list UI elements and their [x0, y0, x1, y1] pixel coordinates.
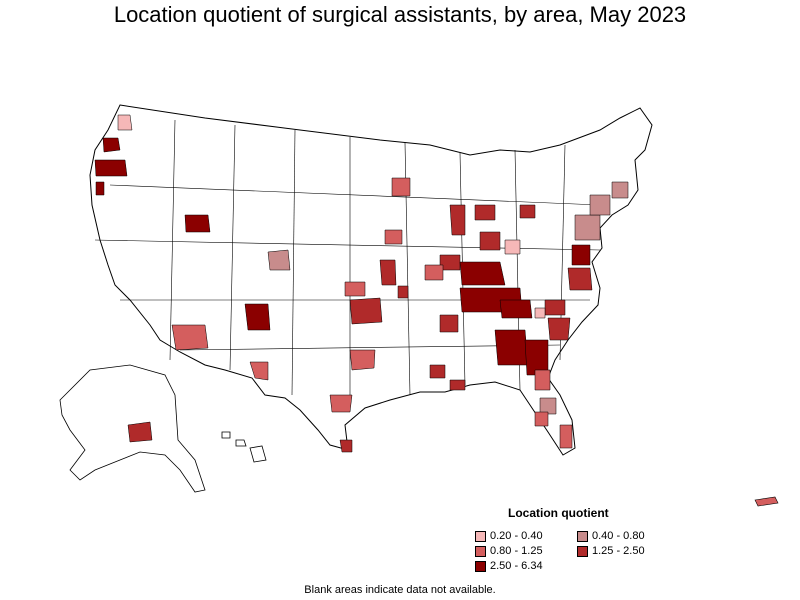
- legend-item-1: 0.40 - 0.80: [577, 530, 645, 542]
- area-kansas: [344, 281, 366, 297]
- area-salt-lake: [184, 214, 211, 233]
- area-ohio-low: [504, 239, 521, 255]
- legend-label: 0.80 - 1.25: [490, 545, 543, 557]
- area-charlotte: [544, 299, 566, 316]
- area-dallas: [349, 349, 376, 371]
- area-oregon-south: [95, 181, 105, 196]
- legend-label: 1.25 - 2.50: [592, 545, 645, 557]
- area-wisconsin: [449, 204, 466, 236]
- area-tennessee-east: [499, 299, 533, 319]
- area-phoenix: [171, 324, 209, 351]
- legend-label: 0.40 - 0.80: [592, 530, 645, 542]
- area-iowa: [384, 229, 403, 245]
- map-areas: [94, 114, 629, 453]
- legend-swatch: [475, 560, 486, 572]
- legend-title: Location quotient: [508, 506, 609, 520]
- area-portland: [94, 159, 128, 177]
- area-south-carolina: [547, 317, 571, 341]
- area-michigan: [474, 204, 496, 221]
- area-alabama: [494, 329, 529, 366]
- area-houston-south: [339, 439, 353, 453]
- legend-item-2: 0.80 - 1.25: [475, 545, 543, 557]
- area-florida-central: [539, 397, 557, 415]
- area-new-orleans: [449, 379, 466, 391]
- area-miami: [559, 424, 573, 449]
- area-nc-low: [534, 307, 546, 319]
- area-missouri: [379, 259, 397, 286]
- legend-swatch: [577, 545, 588, 557]
- area-kentucky: [459, 261, 506, 286]
- area-boston: [611, 181, 629, 199]
- legend-swatch: [475, 545, 486, 557]
- area-dc: [571, 244, 591, 266]
- area-oklahoma: [349, 297, 383, 325]
- area-pennsylvania: [574, 214, 601, 241]
- area-louisiana: [429, 364, 446, 379]
- legend-label: 0.20 - 0.40: [490, 530, 543, 542]
- area-austin: [329, 394, 353, 413]
- area-jacksonville: [534, 369, 551, 391]
- map-title: Location quotient of surgical assistants…: [113, 2, 687, 27]
- legend-item-0: 0.20 - 0.40: [475, 530, 543, 542]
- area-tampa: [534, 411, 549, 427]
- area-detroit: [519, 204, 536, 219]
- contiguous-us-outline: [89, 104, 653, 456]
- legend-label: 2.50 - 6.34: [490, 560, 543, 572]
- legend-item-4: 2.50 - 6.34: [475, 560, 543, 572]
- area-indiana: [479, 231, 501, 251]
- area-puerto-rico: [754, 496, 779, 507]
- area-virginia: [567, 267, 593, 291]
- legend-swatch: [475, 530, 486, 542]
- area-denver: [267, 249, 291, 271]
- legend-item-3: 1.25 - 2.50: [577, 545, 645, 557]
- hawaii-islands: [221, 431, 267, 463]
- legend-swatch: [577, 530, 588, 542]
- area-new-york: [589, 194, 611, 216]
- area-arkansas: [439, 314, 459, 333]
- area-el-paso: [249, 361, 269, 381]
- area-albuquerque: [244, 303, 271, 331]
- area-st-louis: [424, 264, 444, 281]
- area-seattle: [102, 137, 121, 153]
- footnote: Blank areas indicate data not available.: [304, 584, 496, 596]
- area-washington-low: [117, 114, 133, 131]
- area-minneapolis: [391, 177, 411, 197]
- area-springfield: [397, 285, 409, 299]
- area-anchorage: [127, 421, 153, 443]
